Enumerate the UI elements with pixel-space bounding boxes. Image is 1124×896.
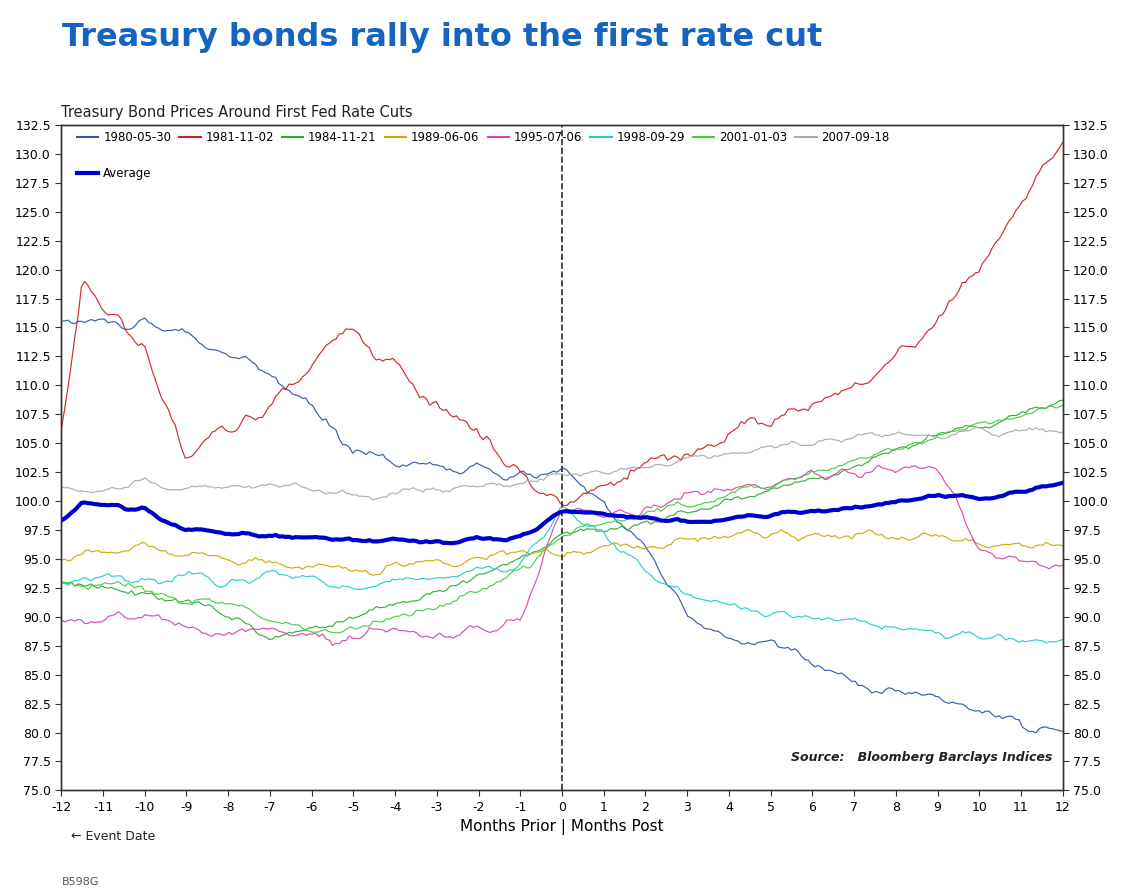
Text: ← Event Date: ← Event Date	[71, 831, 155, 843]
Text: B598G: B598G	[62, 877, 99, 887]
Text: Treasury bonds rally into the first rate cut: Treasury bonds rally into the first rate…	[62, 22, 822, 54]
Text: Source:   Bloomberg Barclays Indices: Source: Bloomberg Barclays Indices	[791, 751, 1053, 763]
Text: Treasury Bond Prices Around First Fed Rate Cuts: Treasury Bond Prices Around First Fed Ra…	[62, 105, 413, 119]
Legend: Average: Average	[78, 168, 152, 180]
X-axis label: Months Prior | Months Post: Months Prior | Months Post	[460, 819, 664, 835]
